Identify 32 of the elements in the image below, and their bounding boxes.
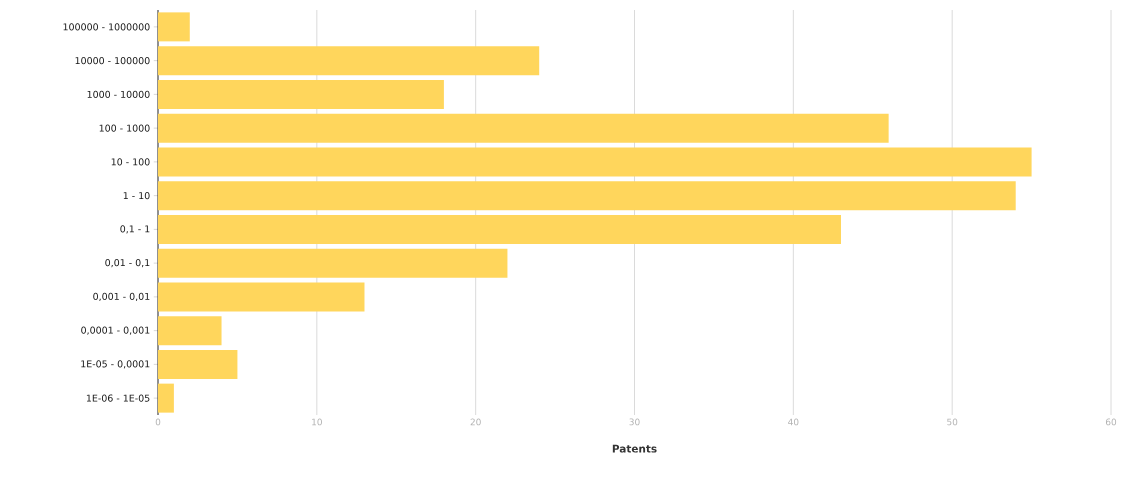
bar xyxy=(158,214,841,244)
y-tick-label: 1E-06 - 1E-05 xyxy=(86,394,150,402)
y-tick-label: 0,1 - 1 xyxy=(120,225,150,234)
y-tick-label: 1 - 10 xyxy=(123,192,150,200)
bar xyxy=(158,46,540,76)
x-tick-label: 30 xyxy=(629,418,640,426)
bar xyxy=(158,79,444,109)
x-tick-label: 60 xyxy=(1105,418,1117,426)
y-tick-label: 1000 - 10000 xyxy=(87,90,150,98)
bar xyxy=(158,282,365,312)
x-tick-label: 0 xyxy=(155,418,161,426)
x-tick-label: 50 xyxy=(947,418,958,426)
y-tick-label: 0,0001 - 0,001 xyxy=(81,326,150,335)
x-axis-title: Patents xyxy=(612,444,657,453)
bar xyxy=(158,248,508,278)
x-tick-label: 20 xyxy=(470,418,481,426)
y-tick-label: 10000 - 100000 xyxy=(75,57,150,65)
bar xyxy=(158,383,174,413)
y-tick-label: 0,001 - 0,01 xyxy=(93,292,150,301)
x-tick-label: 10 xyxy=(312,418,322,426)
bar xyxy=(158,181,1016,211)
bar xyxy=(158,113,889,143)
y-tick-label: 100 - 1000 xyxy=(99,124,150,132)
bar xyxy=(158,12,190,42)
bar xyxy=(158,147,1032,177)
y-tick-label: 1E-05 - 0,0001 xyxy=(81,360,150,369)
y-tick-label: 100000 - 1000000 xyxy=(63,23,150,31)
x-tick-label: 40 xyxy=(788,418,799,426)
y-tick-label: 10 - 100 xyxy=(111,158,150,166)
bar xyxy=(158,349,238,379)
bar xyxy=(158,316,222,346)
y-tick-label: 0,01 - 0,1 xyxy=(105,259,150,268)
